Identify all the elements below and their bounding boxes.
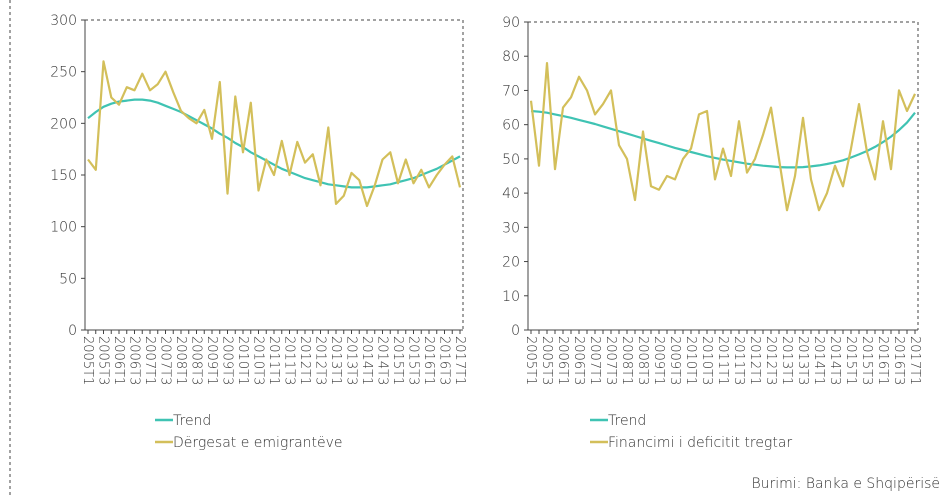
x-tick-label: 2014T1 (359, 336, 374, 385)
x-tick-label: 2017T1 (452, 336, 467, 385)
x-tick-label: 2005T3 (539, 336, 554, 385)
x-tick-label: 2010T1 (683, 336, 698, 385)
x-tick-label: 2014T1 (811, 336, 826, 385)
y-tick-label: 300 (50, 13, 77, 29)
y-tick-label: 90 (502, 15, 520, 31)
x-tick-label: 2006T1 (111, 336, 126, 385)
legend-label: Financimi i deficitit tregtar (608, 435, 792, 451)
x-tick-label: 2015T3 (859, 336, 874, 385)
x-tick-label: 2011T1 (715, 336, 730, 385)
x-tick-label: 2012T3 (313, 336, 328, 385)
series-line (530, 109, 916, 169)
x-tick-label: 2011T3 (731, 336, 746, 385)
x-tick-label: 2011T1 (266, 336, 281, 385)
x-tick-label: 2008T3 (189, 336, 204, 385)
x-tick-label: 2009T1 (651, 336, 666, 385)
y-tick-label: 100 (50, 220, 77, 236)
x-tick-label: 2005T1 (523, 336, 538, 385)
x-tick-label: 2008T1 (173, 336, 188, 385)
x-tick-label: 2012T1 (747, 336, 762, 385)
y-tick-label: 0 (68, 323, 77, 339)
legend-label: Trend (173, 413, 211, 429)
legend-label: Dërgesat e emigrantëve (173, 435, 343, 451)
x-tick-label: 2016T3 (437, 336, 452, 385)
x-tick-label: 2015T3 (406, 336, 421, 385)
y-tick-label: 200 (50, 116, 77, 132)
y-tick-label: 250 (50, 65, 77, 81)
y-tick-label: 30 (502, 220, 520, 236)
x-tick-label: 2008T1 (619, 336, 634, 385)
x-tick-label: 2005T3 (96, 336, 111, 385)
x-tick-label: 2016T1 (421, 336, 436, 385)
x-tick-label: 2013T1 (328, 336, 343, 385)
x-tick-label: 2013T1 (779, 336, 794, 385)
x-tick-label: 2016T1 (875, 336, 890, 385)
y-tick-label: 80 (502, 49, 520, 65)
y-tick-label: 50 (59, 271, 77, 287)
x-tick-label: 2006T3 (127, 336, 142, 385)
x-tick-label: 2005T1 (80, 336, 95, 385)
x-tick-label: 2008T3 (635, 336, 650, 385)
x-tick-label: 2006T1 (555, 336, 570, 385)
series-line (529, 62, 916, 212)
x-tick-label: 2007T1 (587, 336, 602, 385)
x-tick-label: 2014T3 (375, 336, 390, 385)
x-tick-label: 2010T3 (699, 336, 714, 385)
legend-label: Trend (608, 413, 646, 429)
x-tick-label: 2013T3 (795, 336, 810, 385)
x-tick-label: 2013T3 (344, 336, 359, 385)
y-tick-label: 150 (50, 168, 77, 184)
x-tick-label: 2007T3 (603, 336, 618, 385)
y-tick-label: 60 (502, 118, 520, 134)
x-tick-label: 2012T3 (763, 336, 778, 385)
x-tick-label: 2017T1 (907, 336, 922, 385)
x-tick-label: 2014T3 (827, 336, 842, 385)
y-tick-label: 20 (502, 255, 520, 271)
x-tick-label: 2015T1 (390, 336, 405, 385)
source: Burimi: Banka e Shqipërisë (751, 476, 940, 492)
x-tick-label: 2010T3 (251, 336, 266, 385)
y-tick-label: 0 (511, 323, 520, 339)
y-tick-label: 10 (502, 289, 520, 305)
series-line (87, 60, 462, 208)
x-tick-label: 2006T3 (571, 336, 586, 385)
x-tick-label: 2010T1 (235, 336, 250, 385)
x-tick-label: 2015T1 (843, 336, 858, 385)
y-tick-label: 70 (502, 83, 520, 99)
x-tick-label: 2009T1 (204, 336, 219, 385)
x-tick-label: 2009T3 (220, 336, 235, 385)
y-tick-label: 50 (502, 152, 520, 168)
y-tick-label: 40 (502, 186, 520, 202)
x-tick-label: 2012T1 (297, 336, 312, 385)
x-tick-label: 2007T1 (142, 336, 157, 385)
x-tick-label: 2016T3 (891, 336, 906, 385)
x-tick-label: 2009T3 (667, 336, 682, 385)
x-tick-label: 2007T3 (158, 336, 173, 385)
x-tick-label: 2011T3 (282, 336, 297, 385)
